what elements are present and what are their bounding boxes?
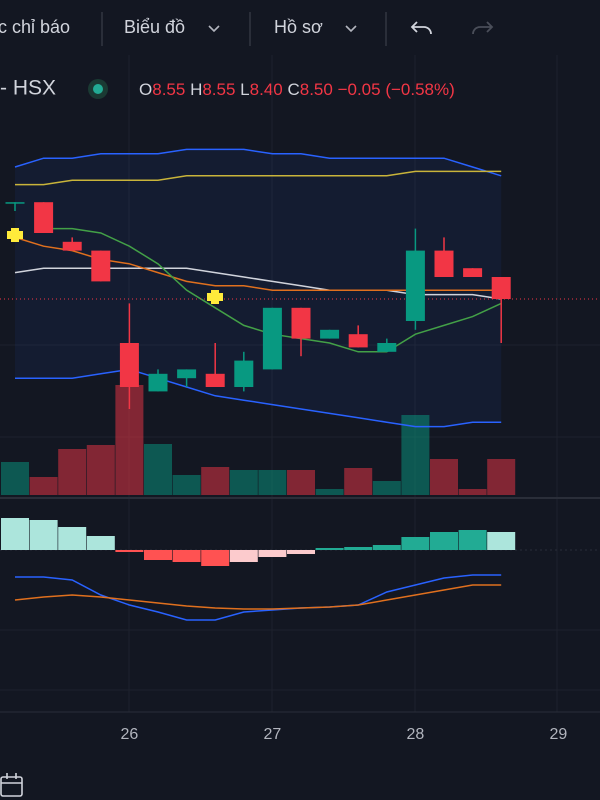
x-tick-label: 28 xyxy=(407,726,425,743)
x-tick-label: 29 xyxy=(550,726,568,743)
ohlc-value: 8.55 xyxy=(202,80,235,99)
legend: - HSX O8.55 H8.55 L8.40 C8.50 −0.05 (−0.… xyxy=(0,77,455,100)
volume-bar xyxy=(172,475,201,495)
candle-body xyxy=(119,343,139,387)
candle-body xyxy=(34,202,54,233)
macd-bar xyxy=(287,550,315,554)
candle-body xyxy=(291,307,311,339)
candle-body xyxy=(377,343,397,352)
symbol: - HSX xyxy=(0,77,56,100)
macd-bar xyxy=(1,518,29,550)
volume-bar xyxy=(58,449,87,495)
chevron xyxy=(345,25,357,33)
volume-bar xyxy=(86,445,115,495)
chevron xyxy=(208,25,220,33)
candle-body xyxy=(234,360,254,387)
indicator-line xyxy=(15,368,502,428)
volume-bar xyxy=(315,489,344,495)
ohlc-value: 8.55 xyxy=(152,80,185,99)
profile-button[interactable]: Hồ sơ xyxy=(274,17,323,37)
candle-body xyxy=(262,307,282,370)
macd-layer xyxy=(0,518,600,621)
volume-bar xyxy=(287,470,315,495)
volume-bar xyxy=(29,477,58,495)
macd-bar xyxy=(229,550,258,562)
x-tick-label: 27 xyxy=(264,726,282,743)
volume-bar xyxy=(487,459,516,495)
ohlc-label: C xyxy=(287,80,299,99)
macd-bar xyxy=(401,537,430,550)
candle-body xyxy=(348,334,368,348)
ohlc: O8.55 H8.55 L8.40 C8.50 −0.05 (−0.58%) xyxy=(139,80,455,99)
macd-bar xyxy=(29,520,58,550)
calendar-icon xyxy=(0,776,23,797)
chart-button[interactable]: Biểu đồ xyxy=(124,17,185,37)
macd-line xyxy=(14,584,502,610)
calendar-button[interactable] xyxy=(0,773,23,797)
macd-bar xyxy=(372,545,401,550)
volume-bar xyxy=(229,470,258,495)
candle-body xyxy=(405,250,425,321)
macd-line xyxy=(15,574,502,621)
change: −0.05 (−0.58%) xyxy=(338,80,455,99)
volume-bar xyxy=(430,459,458,495)
volume-bar xyxy=(1,462,29,495)
toolbar: c chỉ báo Biểu đồ Hồ sơ xyxy=(0,12,494,46)
redo-button[interactable] xyxy=(472,21,494,35)
volume-layer xyxy=(1,385,516,495)
ohlc-value: 8.50 xyxy=(300,80,333,99)
macd-bar xyxy=(487,532,516,550)
indicators-button[interactable]: c chỉ báo xyxy=(0,17,70,37)
candle-body xyxy=(205,373,225,387)
candle-body xyxy=(62,241,82,251)
macd-bar xyxy=(115,550,144,552)
ohlc-label: L xyxy=(240,80,249,99)
candle-body xyxy=(148,373,168,392)
candle-body xyxy=(91,250,111,282)
ohlc-label: O xyxy=(139,80,152,99)
macd-bar xyxy=(144,550,172,560)
macd-bar xyxy=(58,527,87,550)
volume-bar xyxy=(372,481,401,495)
macd-bar xyxy=(172,550,201,562)
x-tick-label: 26 xyxy=(121,726,139,743)
volume-bar xyxy=(144,444,172,495)
undo-button[interactable] xyxy=(410,21,432,35)
volume-bar xyxy=(344,468,373,495)
indicator-line xyxy=(15,170,502,186)
macd-bar xyxy=(344,547,373,550)
volume-bar xyxy=(401,415,430,495)
candle-body xyxy=(491,277,511,299)
signal-marker xyxy=(7,228,23,242)
ohlc-value: 8.40 xyxy=(250,80,283,99)
macd-bar xyxy=(315,548,344,550)
x-axis: 26 27 28 29 xyxy=(121,726,568,743)
candle-body xyxy=(5,202,25,204)
candle-body xyxy=(434,250,454,277)
candle-layer xyxy=(5,202,511,409)
candle-body xyxy=(177,369,197,379)
macd-bar xyxy=(86,536,115,550)
signal-marker xyxy=(207,290,223,304)
macd-bar xyxy=(430,532,458,550)
candle-body xyxy=(320,329,340,339)
status-dot xyxy=(93,84,103,94)
macd-bar xyxy=(258,550,287,557)
candle-body xyxy=(463,268,483,277)
ohlc-label: H xyxy=(190,80,202,99)
volume-bar xyxy=(258,470,287,495)
indicator-line xyxy=(14,148,502,177)
macd-bar xyxy=(458,530,487,550)
macd-bar xyxy=(201,550,230,566)
volume-bar xyxy=(201,467,230,495)
volume-bar xyxy=(458,489,487,495)
